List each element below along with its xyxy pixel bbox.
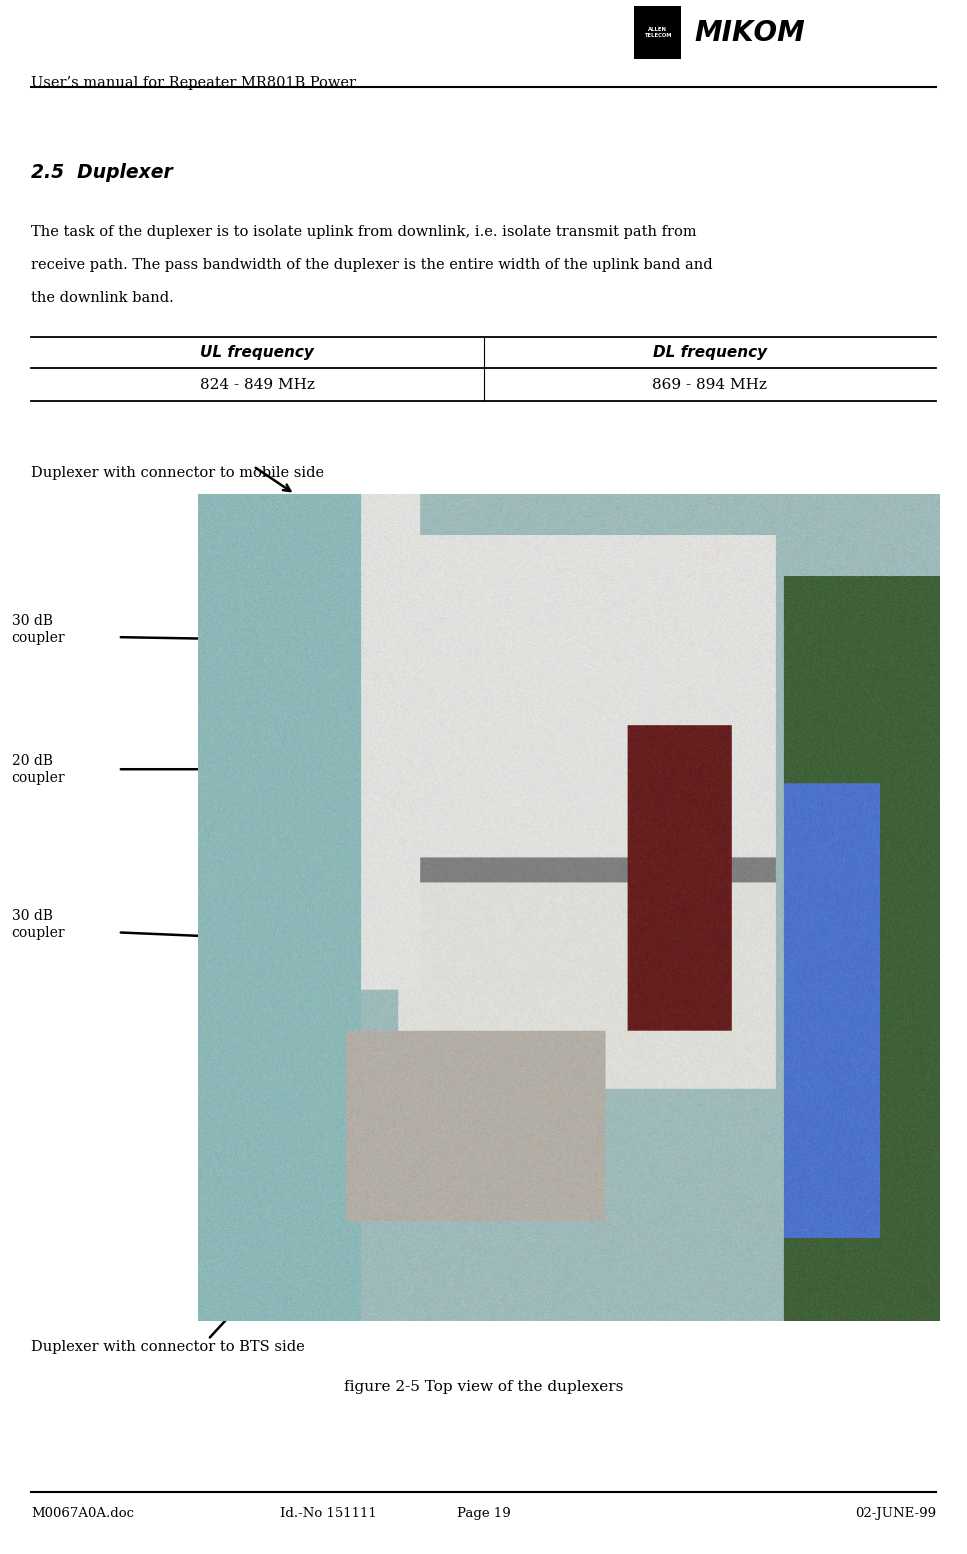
Text: UL frequency: UL frequency bbox=[200, 345, 314, 361]
Text: 20 dB
coupler: 20 dB coupler bbox=[12, 754, 65, 785]
Text: MIKΟM: MIKΟM bbox=[694, 19, 806, 47]
Text: The task of the duplexer is to isolate uplink from downlink, i.e. isolate transm: The task of the duplexer is to isolate u… bbox=[31, 225, 696, 239]
Text: 30 dB
coupler: 30 dB coupler bbox=[12, 614, 65, 645]
Text: Page 19: Page 19 bbox=[456, 1507, 511, 1520]
Text: 2.5  Duplexer: 2.5 Duplexer bbox=[31, 163, 173, 182]
Text: receive path. The pass bandwidth of the duplexer is the entire width of the upli: receive path. The pass bandwidth of the … bbox=[31, 258, 713, 272]
Text: Id.-No 151111: Id.-No 151111 bbox=[280, 1507, 377, 1520]
Text: ALLEN
TELECOM: ALLEN TELECOM bbox=[644, 28, 671, 37]
Text: User’s manual for Repeater MR801B Power: User’s manual for Repeater MR801B Power bbox=[31, 76, 356, 90]
Text: M0067A0A.doc: M0067A0A.doc bbox=[31, 1507, 134, 1520]
Text: figure 2-5 Top view of the duplexers: figure 2-5 Top view of the duplexers bbox=[344, 1380, 623, 1394]
Text: Duplexer with connector to mobile side: Duplexer with connector to mobile side bbox=[31, 466, 324, 480]
Text: DL frequency: DL frequency bbox=[653, 345, 767, 361]
Text: 02-JUNE-99: 02-JUNE-99 bbox=[855, 1507, 936, 1520]
Text: 869 - 894 MHz: 869 - 894 MHz bbox=[653, 378, 767, 392]
Text: 30 dB
coupler: 30 dB coupler bbox=[12, 909, 65, 940]
Text: 824 - 849 MHz: 824 - 849 MHz bbox=[200, 378, 314, 392]
Text: Duplexer with connector to BTS side: Duplexer with connector to BTS side bbox=[31, 1340, 305, 1354]
Text: the downlink band.: the downlink band. bbox=[31, 291, 174, 305]
Bar bbox=[634, 6, 681, 59]
